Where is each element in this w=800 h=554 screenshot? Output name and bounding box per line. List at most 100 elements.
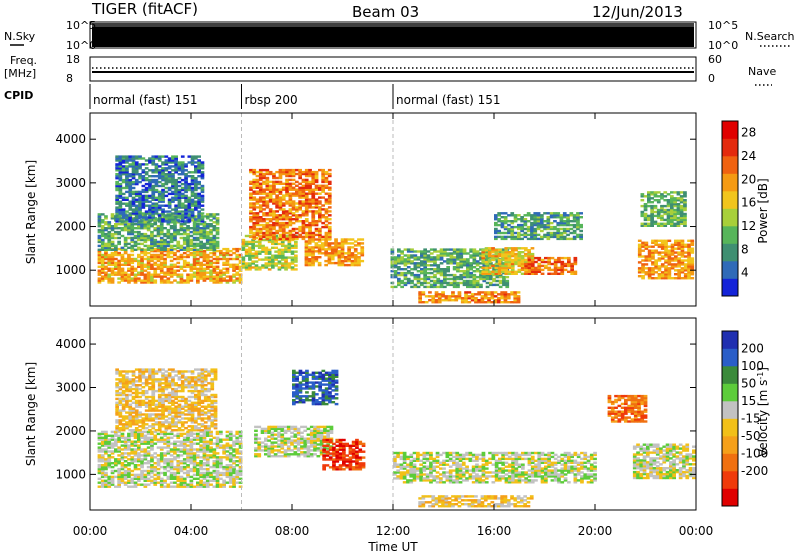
heatmap-cell (151, 214, 156, 217)
heatmap-cell (311, 254, 315, 257)
heatmap-cell (100, 259, 105, 263)
heatmap-cell (679, 208, 684, 212)
heatmap-cell (100, 265, 105, 268)
heatmap-cell (265, 204, 270, 207)
heatmap-cell (268, 170, 273, 174)
heatmap-cell (238, 279, 243, 282)
heatmap-cell (556, 233, 561, 237)
heatmap-cell (553, 212, 557, 215)
heatmap-cell (264, 246, 269, 249)
heatmap-cell (553, 220, 557, 223)
heatmap-cell (513, 293, 518, 296)
heatmap-cell (261, 250, 265, 253)
heatmap-cell (166, 236, 171, 240)
heatmap-cell (130, 236, 135, 240)
heatmap-cell (137, 263, 141, 266)
heatmap-cell (650, 206, 654, 210)
heatmap-cell (138, 212, 142, 215)
heatmap-cell (647, 257, 652, 260)
heatmap-cell (100, 261, 105, 265)
heatmap-cell (466, 266, 470, 269)
heatmap-cell (291, 170, 296, 174)
heatmap-cell (288, 235, 293, 239)
heatmap-cell (308, 168, 312, 172)
heatmap-cell (186, 465, 190, 469)
heatmap-cell (123, 242, 128, 246)
heatmap-cell (163, 434, 167, 437)
heatmap-cell (446, 254, 450, 257)
heatmap-cell (314, 242, 319, 245)
heatmap-cell (301, 220, 306, 223)
heatmap-cell (120, 255, 125, 259)
heatmap-cell (180, 220, 185, 223)
heatmap-cell (679, 214, 684, 218)
heatmap-cell (347, 250, 351, 253)
heatmap-cell (131, 165, 136, 168)
heatmap-cell (690, 263, 695, 266)
heatmap-cell (215, 277, 220, 280)
heatmap-cell (127, 438, 131, 441)
heatmap-cell (327, 196, 332, 199)
heatmap-cell (439, 258, 444, 261)
heatmap-cell (500, 221, 505, 225)
heatmap-cell (572, 220, 577, 223)
heatmap-cell (118, 163, 123, 166)
heatmap-cell (517, 270, 522, 273)
heatmap-cell (573, 270, 578, 273)
heatmap-cell (494, 216, 498, 219)
heatmap-cell (472, 254, 477, 257)
heatmap-cell (120, 434, 125, 437)
heatmap-cell (307, 248, 312, 251)
heatmap-cell (107, 444, 112, 447)
heatmap-cell (278, 174, 283, 178)
heatmap-cell (212, 215, 217, 218)
heatmap-cell (664, 251, 668, 254)
heatmap-cell (324, 263, 328, 267)
heatmap-cell (177, 200, 182, 203)
heatmap-cell (197, 216, 201, 219)
heatmap-cell (159, 477, 164, 480)
heatmap-cell (153, 434, 158, 437)
heatmap-cell (475, 252, 480, 255)
heatmap-cell (202, 273, 207, 276)
heatmap-cell (166, 460, 171, 463)
heatmap-cell (466, 268, 470, 271)
heatmap-cell (444, 295, 449, 298)
heatmap-cell (443, 252, 447, 255)
heatmap-cell (429, 279, 434, 283)
heatmap-cell (673, 208, 677, 212)
heatmap-cell (280, 240, 285, 244)
heatmap-cell (120, 440, 125, 443)
heatmap-cell (520, 254, 525, 258)
heatmap-cell (673, 201, 677, 204)
heatmap-cell (579, 223, 583, 227)
heatmap-cell (163, 462, 167, 465)
heatmap-cell (485, 281, 490, 285)
heatmap-cell (576, 225, 580, 229)
heatmap-cell (154, 206, 159, 209)
heatmap-cell (449, 258, 454, 261)
heatmap-cell (174, 190, 178, 194)
heatmap-cell (179, 477, 184, 480)
heatmap-cell (520, 216, 524, 219)
heatmap-cell (150, 273, 154, 276)
heatmap-cell (186, 434, 190, 437)
heatmap-cell (667, 267, 672, 270)
heatmap-cell (324, 192, 329, 195)
heatmap-cell (321, 216, 325, 219)
heatmap-cell (141, 196, 146, 199)
heatmap-cell (173, 452, 177, 455)
heatmap-cell (205, 213, 210, 216)
heatmap-cell (413, 262, 418, 265)
heatmap-cell (150, 230, 154, 234)
heatmap-cell (434, 291, 439, 294)
heatmap-cell (487, 260, 492, 264)
heatmap-cell (278, 180, 283, 184)
heatmap-cell (660, 195, 664, 198)
heatmap-cell (275, 206, 279, 209)
heatmap-cell (291, 188, 296, 191)
heatmap-cell (173, 219, 177, 222)
heatmap-cell (475, 264, 480, 267)
heatmap-cell (469, 262, 473, 265)
heatmap-cell (275, 196, 279, 199)
